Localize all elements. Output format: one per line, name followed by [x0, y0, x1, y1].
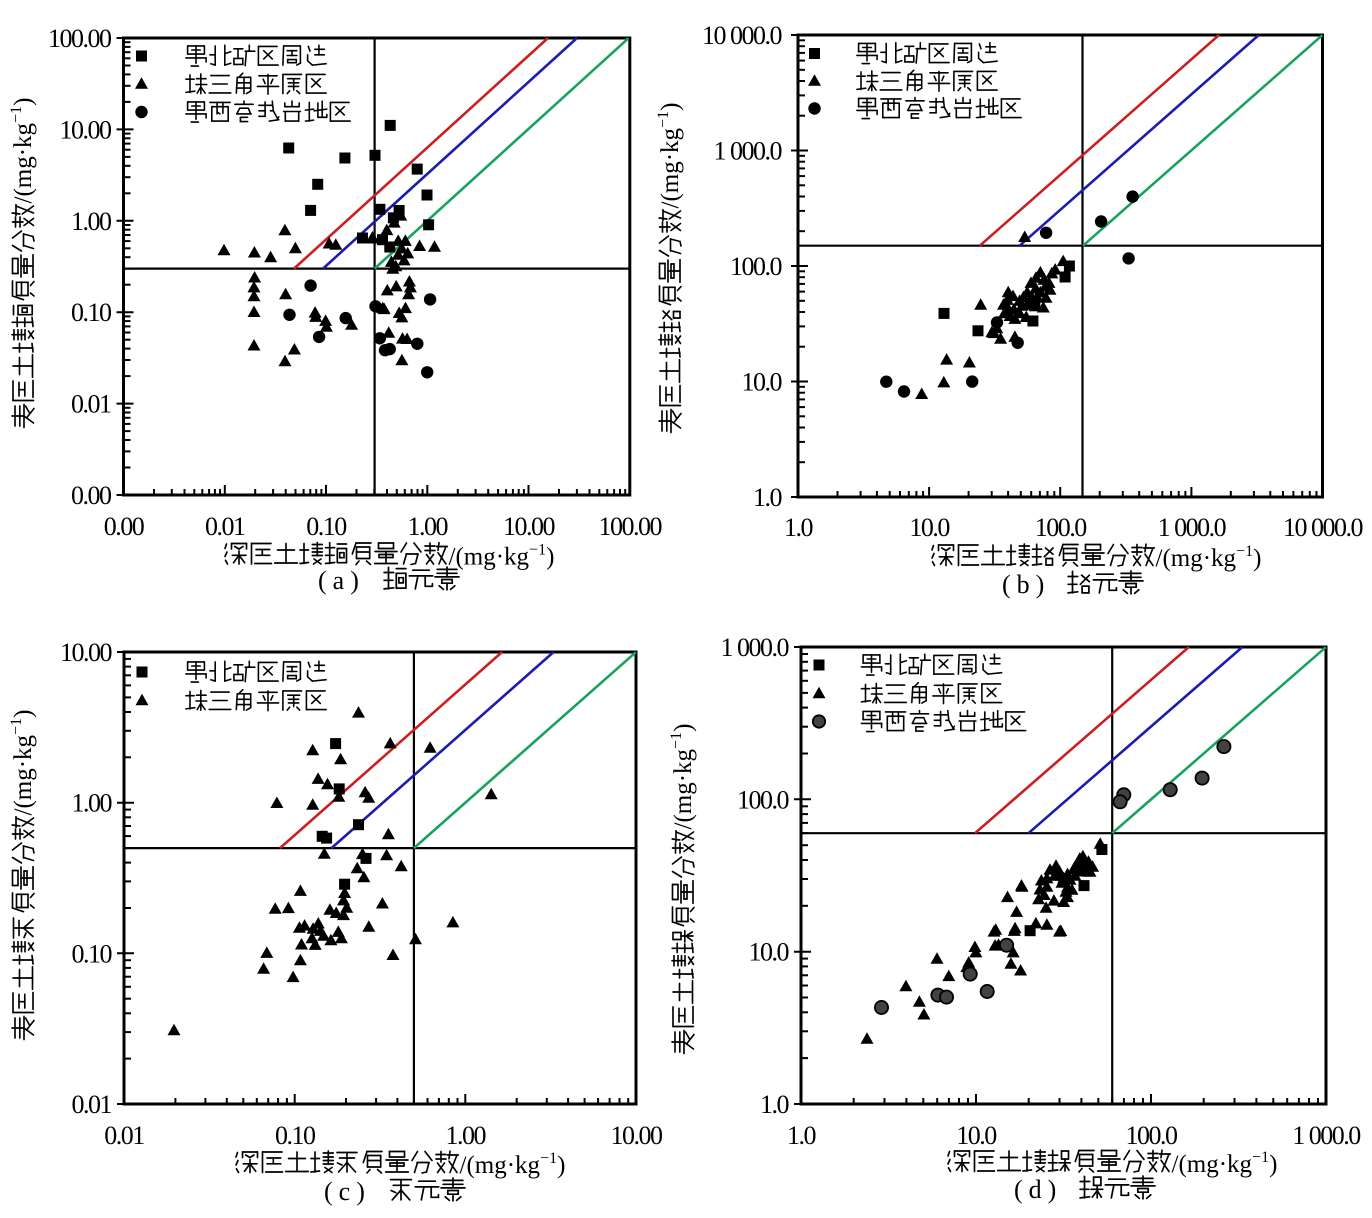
- svg-text:10 000.0: 10 000.0: [1283, 513, 1364, 542]
- svg-text:/(mg·kg−1): /(mg·kg−1): [655, 103, 684, 209]
- svg-text:100.0: 100.0: [1126, 1121, 1179, 1150]
- svg-text:10.0: 10.0: [909, 513, 950, 542]
- svg-text:0.01: 0.01: [72, 1090, 112, 1119]
- svg-text:0.00: 0.00: [104, 512, 145, 541]
- svg-text:(b): (b): [1002, 570, 1050, 599]
- svg-text:1.00: 1.00: [446, 1121, 487, 1150]
- svg-text:1 000.0: 1 000.0: [1158, 513, 1227, 542]
- svg-text:(a): (a): [318, 566, 365, 595]
- svg-text:0.10: 0.10: [275, 1121, 316, 1150]
- svg-text:0.10: 0.10: [72, 939, 113, 968]
- svg-text:10.00: 10.00: [611, 1121, 664, 1150]
- svg-text:1 000.0: 1 000.0: [721, 633, 790, 662]
- svg-text:0.10: 0.10: [71, 298, 112, 327]
- svg-text:10.00: 10.00: [60, 638, 113, 667]
- svg-text:(c): (c): [324, 1177, 371, 1206]
- svg-text:100.0: 100.0: [1035, 513, 1088, 542]
- svg-text:1.0: 1.0: [753, 483, 783, 512]
- svg-text:10.0: 10.0: [742, 368, 783, 397]
- svg-text:100.0: 100.0: [737, 785, 790, 814]
- svg-text:1 000.0: 1 000.0: [714, 137, 783, 166]
- svg-text:1 000.0: 1 000.0: [1292, 1121, 1361, 1150]
- svg-text:1.00: 1.00: [72, 789, 113, 818]
- svg-text:1.0: 1.0: [784, 513, 814, 542]
- svg-text:100.00: 100.00: [48, 24, 112, 53]
- svg-text:0.10: 0.10: [306, 512, 347, 541]
- svg-text:1.0: 1.0: [787, 1121, 817, 1150]
- svg-text:0.01: 0.01: [71, 390, 111, 419]
- svg-text:1.00: 1.00: [71, 207, 112, 236]
- svg-text:100.00: 100.00: [599, 512, 663, 541]
- svg-text:10.00: 10.00: [503, 512, 556, 541]
- svg-text:1.00: 1.00: [408, 512, 449, 541]
- svg-text:10.00: 10.00: [60, 115, 113, 144]
- svg-text:10 000.0: 10 000.0: [702, 21, 783, 50]
- svg-text:0.01: 0.01: [104, 1121, 144, 1150]
- svg-text:10.0: 10.0: [749, 938, 790, 967]
- svg-text:(d): (d): [1014, 1175, 1062, 1204]
- svg-text:10.0: 10.0: [956, 1121, 997, 1150]
- svg-text:0.00: 0.00: [71, 481, 112, 510]
- svg-text:0.01: 0.01: [205, 512, 245, 541]
- svg-text:100.0: 100.0: [730, 252, 783, 281]
- svg-text:1.0: 1.0: [760, 1090, 790, 1119]
